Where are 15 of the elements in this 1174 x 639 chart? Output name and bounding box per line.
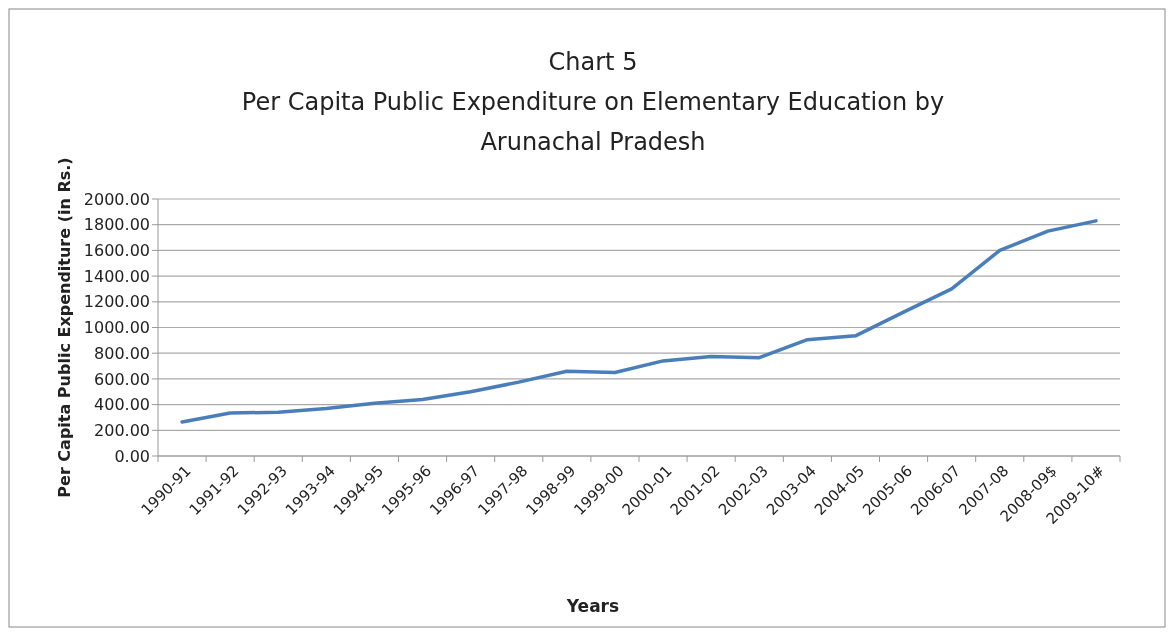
y-tick-label: 1200.00 (83, 292, 150, 312)
y-tick-label: 800.00 (94, 343, 150, 363)
y-tick-label: 0.00 (114, 446, 150, 466)
y-tick-label: 1400.00 (83, 266, 150, 286)
y-tick-label: 1600.00 (83, 241, 150, 260)
chart-title: Chart 5 Per Capita Public Expenditure on Elementary Education by Arunachal Pradesh (241, 48, 945, 156)
y-tick-label: 1800.00 (83, 215, 150, 235)
x-axis-title: Years (565, 596, 620, 616)
y-tick-label: 600.00 (94, 369, 150, 389)
y-tick-label: 1000.00 (83, 318, 150, 338)
y-tick-label: 2000.00 (83, 189, 150, 209)
y-tick-label: 200.00 (94, 420, 150, 440)
y-tick-label: 400.00 (94, 395, 150, 415)
line-series (180, 219, 1098, 424)
y-axis-title: Per Capita Public Expenditure (in Rs.) (55, 157, 74, 498)
